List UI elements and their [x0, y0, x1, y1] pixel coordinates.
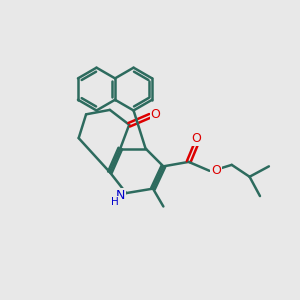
Text: H: H — [111, 197, 119, 207]
Text: O: O — [150, 108, 160, 121]
Text: N: N — [116, 189, 125, 202]
Text: O: O — [191, 132, 201, 145]
Text: O: O — [211, 164, 221, 177]
